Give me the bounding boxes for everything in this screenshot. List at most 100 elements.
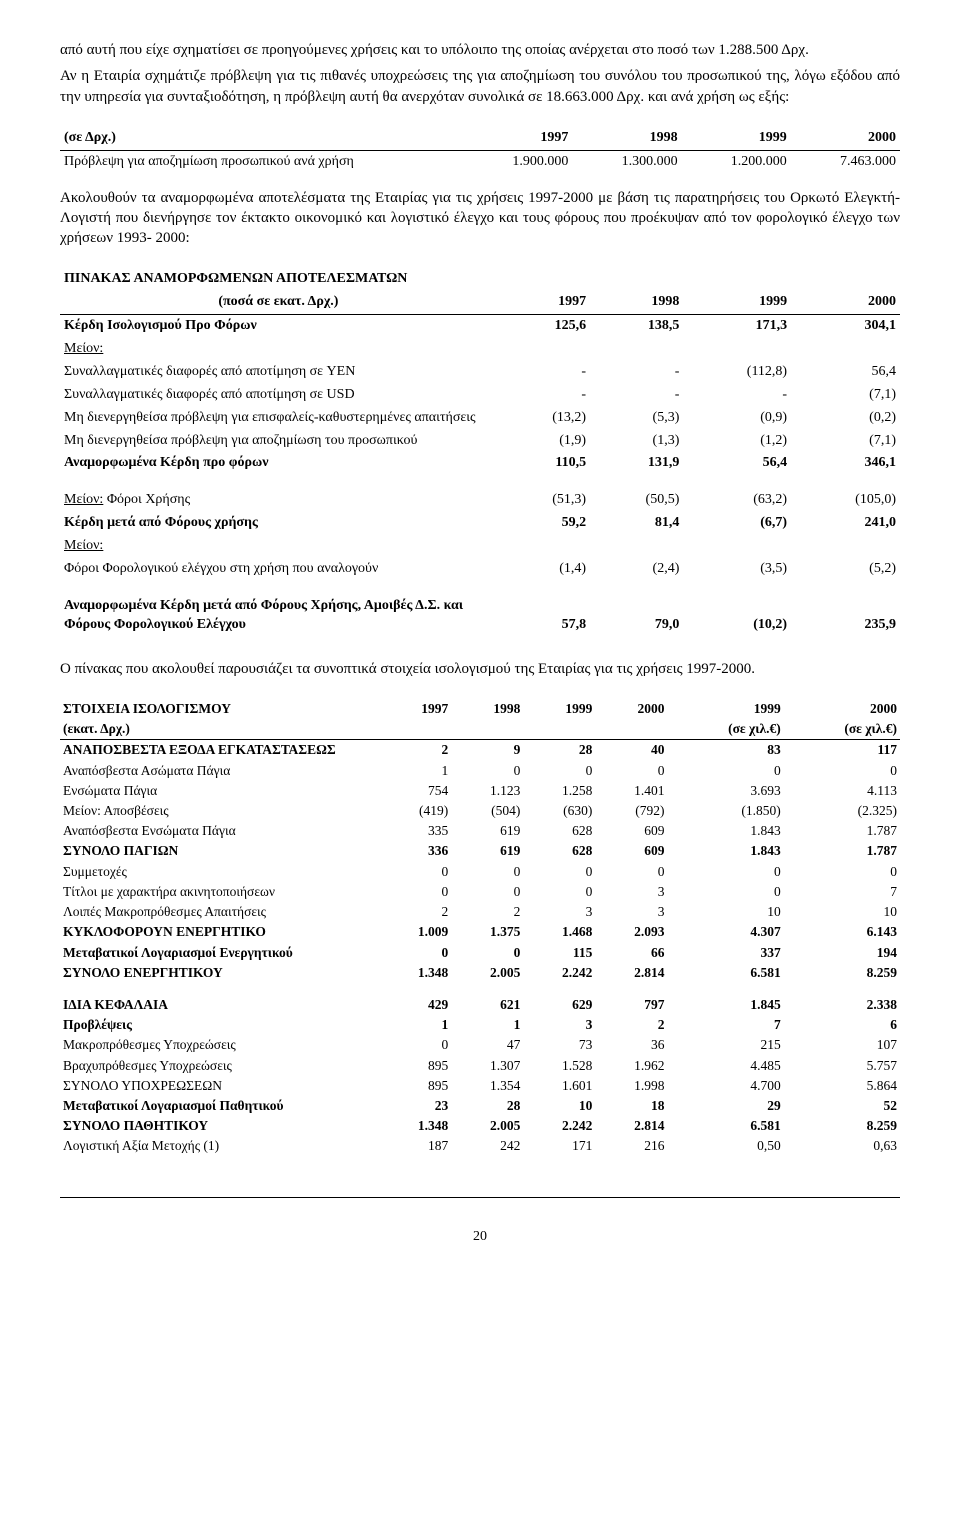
tblA-year: 2000 (791, 127, 900, 150)
table-cell: 171,3 (683, 315, 791, 338)
table-cell: 23 (379, 1096, 451, 1116)
table-cell: (7,1) (791, 384, 900, 407)
table-cell: 3 (523, 1015, 595, 1035)
table-cell: (504) (451, 801, 523, 821)
table-row-label: ΣΥΝΟΛΟ ΕΝΕΡΓΗΤΙΚΟΥ (60, 963, 379, 983)
table-cell: 0 (595, 761, 667, 781)
tblA-year: 1997 (463, 127, 572, 150)
table-cell: 628 (523, 841, 595, 861)
table-cell: 8.259 (784, 1116, 900, 1136)
table-row-label: Μη διενεργηθείσα πρόβλεψη για επισφαλείς… (60, 407, 497, 430)
table-row-label: Βραχυπρόθεσμες Υποχρεώσεις (60, 1056, 379, 1076)
table-cell: 18 (595, 1096, 667, 1116)
table-cell: 1.528 (523, 1056, 595, 1076)
table-cell: (1,3) (590, 430, 683, 453)
table-cell: 171 (523, 1136, 595, 1156)
table-cell: 2 (451, 902, 523, 922)
table-cell: 3 (595, 882, 667, 902)
table-row-label: ΑΝΑΠΟΣΒΕΣΤΑ ΕΞΟΔΑ ΕΓΚΑΤΑΣΤΑΣΕΩΣ (60, 740, 379, 761)
table-restated-results: ΠΙΝΑΚΑΣ ΑΝΑΜΟΡΦΩΜΕΝΩΝ ΑΠΟΤΕΛΕΣΜΑΤΩΝ (ποσ… (60, 268, 900, 636)
table-cell: 117 (784, 740, 900, 761)
table-cell: 0 (523, 761, 595, 781)
table-cell: 895 (379, 1056, 451, 1076)
tblA-val: 1.300.000 (572, 150, 681, 173)
table-cell: 0,63 (784, 1136, 900, 1156)
tblA-val: 1.900.000 (463, 150, 572, 173)
table-row-label: Φόροι Φορολογικού ελέγχου στη χρήση που … (60, 558, 497, 581)
table-cell: 216 (595, 1136, 667, 1156)
table-cell: 4.700 (668, 1076, 784, 1096)
table-row-label: Μείον: (60, 535, 497, 558)
table-row-label: Μη διενεργηθείσα πρόβλεψη για αποζημίωση… (60, 430, 497, 453)
table-cell: 2.005 (451, 963, 523, 983)
table-cell: 131,9 (590, 452, 683, 475)
tblC-unit (451, 719, 523, 740)
tblC-year: 1999 (668, 699, 784, 719)
table-cell: (1,9) (497, 430, 590, 453)
table-cell: 4.307 (668, 922, 784, 942)
tblA-year: 1999 (682, 127, 791, 150)
table-cell: 0 (379, 862, 451, 882)
table-cell: 619 (451, 841, 523, 861)
table-row-label: Συμμετοχές (60, 862, 379, 882)
table-cell: 3 (595, 902, 667, 922)
table-cell: 0 (784, 761, 900, 781)
tblC-year: 2000 (784, 699, 900, 719)
table-cell: 1.354 (451, 1076, 523, 1096)
table-cell: 10 (523, 1096, 595, 1116)
table-cell: 79,0 (590, 595, 683, 637)
table-cell: 4.113 (784, 781, 900, 801)
table-cell: 0 (451, 882, 523, 902)
table-row-label: Προβλέψεις (60, 1015, 379, 1035)
table-cell: 0 (451, 761, 523, 781)
table-cell: 73 (523, 1035, 595, 1055)
mid2-p1: Ο πίνακας που ακολουθεί παρουσιάζει τα σ… (60, 659, 900, 679)
table-cell: 1.258 (523, 781, 595, 801)
tblA-val: 7.463.000 (791, 150, 900, 173)
table-cell: (1.850) (668, 801, 784, 821)
table-cell: 754 (379, 781, 451, 801)
table-cell: 1.401 (595, 781, 667, 801)
table-cell: (10,2) (683, 595, 791, 637)
table-cell: 0 (379, 882, 451, 902)
intro-p1: από αυτή που είχε σχηματίσει σε προηγούμ… (60, 40, 900, 60)
table-cell (497, 338, 590, 361)
table-cell (791, 338, 900, 361)
table-cell: 10 (784, 902, 900, 922)
table-row-label: Μεταβατικοί Λογαριασμοί Παθητικού (60, 1096, 379, 1116)
table-cell: 8.259 (784, 963, 900, 983)
table-cell: 1.375 (451, 922, 523, 942)
table-row-label: Συναλλαγματικές διαφορές από αποτίμηση σ… (60, 384, 497, 407)
table-cell: 7 (784, 882, 900, 902)
table-cell: - (497, 361, 590, 384)
tblB-year: 1998 (590, 291, 683, 314)
table-cell: 110,5 (497, 452, 590, 475)
tblC-year: 2000 (595, 699, 667, 719)
table-cell (497, 535, 590, 558)
table-cell: 2.814 (595, 1116, 667, 1136)
table-cell: (3,5) (683, 558, 791, 581)
table-cell: 2.338 (784, 995, 900, 1015)
table-row-label: Μείον: (60, 338, 497, 361)
table-row-label: Κέρδη μετά από Φόρους χρήσης (60, 512, 497, 535)
table-cell: 0 (451, 862, 523, 882)
table-cell (590, 338, 683, 361)
table-provision: (σε Δρχ.) 1997 1998 1999 2000 Πρόβλεψη γ… (60, 127, 900, 174)
table-row-label: ΙΔΙΑ ΚΕΦΑΛΑΙΑ (60, 995, 379, 1015)
table-cell: 1.468 (523, 922, 595, 942)
table-cell: 629 (523, 995, 595, 1015)
table-cell: 1.787 (784, 841, 900, 861)
tblC-unit (595, 719, 667, 740)
table-cell: 609 (595, 821, 667, 841)
tblB-title2: (ποσά σε εκατ. Δρχ.) (60, 291, 497, 314)
table-cell: 52 (784, 1096, 900, 1116)
table-cell: 40 (595, 740, 667, 761)
tblA-val: 1.200.000 (682, 150, 791, 173)
table-cell: 1.348 (379, 963, 451, 983)
table-cell: 619 (451, 821, 523, 841)
table-cell: 36 (595, 1035, 667, 1055)
table-cell: 0 (523, 882, 595, 902)
table-cell: 628 (523, 821, 595, 841)
table-row-label: Αναμορφωμένα Κέρδη προ φόρων (60, 452, 497, 475)
table-cell: 0 (451, 943, 523, 963)
